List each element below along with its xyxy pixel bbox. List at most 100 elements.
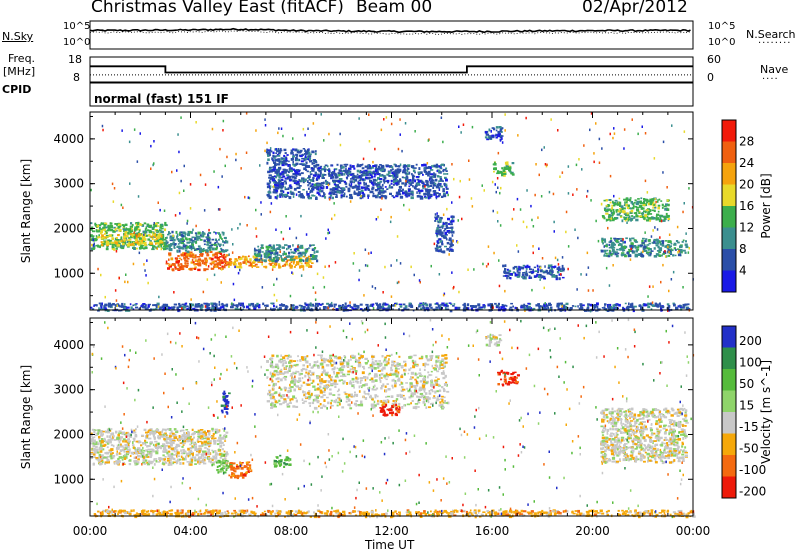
data-cell (548, 270, 551, 273)
data-cell (145, 431, 148, 434)
data-cell (182, 305, 186, 309)
data-speckle (457, 219, 459, 222)
data-cell (137, 240, 141, 243)
data-cell (390, 169, 393, 172)
data-cell (372, 165, 376, 168)
data-speckle (598, 161, 601, 164)
data-cell (134, 303, 137, 306)
data-cell (151, 231, 154, 234)
data-cell (324, 168, 327, 171)
data-cell (645, 199, 649, 202)
data-cell (295, 264, 297, 266)
data-cell (645, 203, 647, 206)
data-cell (387, 171, 391, 174)
data-cell (217, 262, 220, 266)
data-cell (282, 252, 284, 256)
data-speckle (143, 263, 145, 266)
data-cell (292, 168, 295, 171)
data-cell (438, 187, 441, 189)
data-cell (98, 307, 100, 310)
data-cell (602, 242, 604, 245)
data-cell (268, 176, 270, 179)
data-cell (168, 252, 172, 256)
data-cell (159, 226, 162, 229)
data-cell (182, 254, 185, 257)
data-cell (123, 238, 127, 241)
data-speckle (655, 200, 657, 204)
data-cell (383, 181, 386, 184)
data-cell (292, 251, 296, 254)
data-speckle (133, 128, 136, 131)
data-cell (301, 251, 305, 255)
data-cell (631, 215, 634, 217)
data-cell (226, 262, 229, 264)
data-cell (302, 309, 306, 312)
data-cell (422, 173, 424, 176)
data-cell (641, 239, 644, 243)
data-cell (241, 303, 244, 306)
data-cell (211, 304, 214, 307)
data-cell (181, 307, 185, 311)
data-cell (348, 170, 352, 173)
data-cell (286, 255, 289, 258)
data-cell (238, 256, 241, 259)
data-cell (181, 442, 184, 445)
data-cell (537, 275, 541, 278)
data-cell (610, 237, 613, 240)
data-cell (147, 448, 151, 451)
data-cell (295, 306, 299, 309)
data-cell (448, 227, 452, 229)
data-cell (434, 247, 438, 250)
data-cell (304, 302, 307, 305)
data-cell (665, 255, 668, 258)
data-cell (90, 227, 93, 231)
data-cell (186, 307, 190, 311)
data-cell (216, 308, 220, 311)
data-cell (274, 196, 277, 199)
data-cell (593, 306, 596, 310)
data-cell (218, 252, 222, 254)
data-cell (316, 182, 319, 185)
data-cell (199, 250, 203, 254)
data-cell (112, 444, 115, 448)
data-cell (283, 157, 286, 160)
data-cell (165, 237, 167, 240)
data-cell (606, 218, 609, 221)
data-cell (301, 246, 304, 249)
data-cell (189, 443, 192, 446)
data-cell (173, 243, 176, 246)
data-cell (281, 196, 284, 198)
data-speckle (147, 281, 149, 285)
data-speckle (260, 213, 262, 216)
data-cell (123, 229, 127, 232)
data-cell (410, 183, 413, 186)
data-cell (142, 442, 146, 445)
data-cell (117, 439, 120, 442)
data-cell (528, 275, 531, 278)
data-cell (367, 171, 371, 174)
data-cell (141, 224, 145, 227)
data-speckle (499, 139, 502, 142)
data-cell (205, 268, 209, 271)
data-cell (414, 179, 416, 183)
data-cell (281, 171, 284, 174)
data-cell (214, 238, 217, 242)
data-speckle (202, 290, 205, 294)
data-cell (409, 179, 412, 182)
data-cell (487, 303, 491, 306)
data-cell (613, 202, 617, 206)
data-cell (529, 308, 532, 311)
data-speckle (629, 258, 632, 261)
data-cell (153, 458, 158, 460)
data-cell (207, 232, 212, 235)
data-speckle (688, 187, 690, 190)
noise-series-nsky (89, 27, 691, 34)
data-cell (190, 247, 193, 251)
data-speckle (605, 266, 608, 270)
data-cell (280, 172, 283, 175)
data-cell (274, 255, 278, 258)
data-cell (180, 233, 183, 237)
data-speckle (224, 164, 226, 168)
data-speckle (513, 208, 515, 211)
data-cell (191, 258, 194, 262)
